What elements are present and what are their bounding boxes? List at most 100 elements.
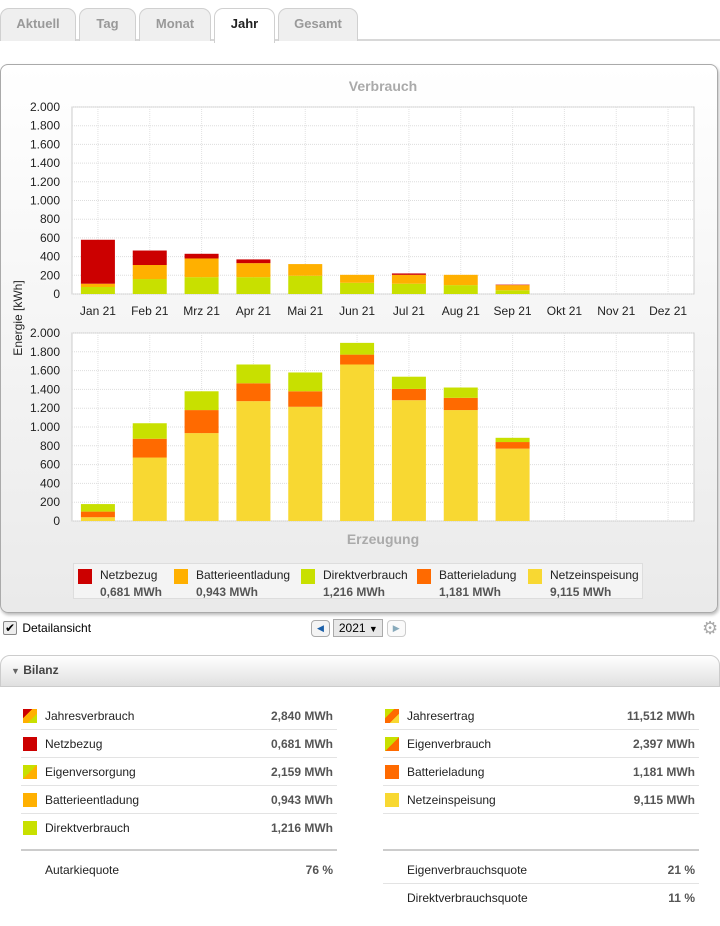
bar-batterieentladung (340, 274, 375, 283)
tab-aktuell[interactable]: Aktuell (0, 8, 76, 41)
row-value: 2,840 MWh (270, 709, 333, 723)
bar-direktverbrauch (495, 437, 530, 443)
year-selector: ◀ 2021 ▼ ▶ (311, 619, 406, 637)
color-swatch-icon (23, 709, 37, 723)
detail-view-toggle[interactable]: ✔ Detailansicht (3, 620, 91, 635)
y-tick-label: 1.000 (30, 420, 60, 434)
tab-bar: Aktuell Tag Monat Jahr Gesamt (0, 8, 720, 43)
next-year-button[interactable]: ▶ (386, 619, 406, 637)
bar-direktverbrauch (132, 279, 167, 294)
row-value: 1,181 MWh (632, 765, 695, 779)
quota-value: 11 % (668, 891, 695, 905)
y-tick-label: 1.600 (30, 364, 60, 378)
bar-netzeinspeisung (288, 406, 323, 521)
y-tick-label: 200 (40, 495, 60, 509)
year-value: 2021 (338, 621, 366, 635)
y-tick-label: 2.000 (30, 100, 60, 114)
detail-label: Detailansicht (22, 620, 92, 635)
y-tick-label: 1.200 (30, 175, 60, 189)
x-tick-label: Dez 21 (649, 304, 687, 318)
legend-value: 0,681 MWh (100, 585, 163, 599)
y-tick-label: 1.800 (30, 345, 60, 359)
bar-direktverbrauch (391, 283, 426, 294)
bar-netzeinspeisung (391, 400, 426, 521)
x-tick-label: Sep 21 (494, 304, 532, 318)
y-tick-label: 1.200 (30, 401, 60, 415)
y-tick-label: 600 (40, 458, 60, 472)
x-tick-label: Feb 21 (131, 304, 169, 318)
x-tick-label: Jan 21 (80, 304, 116, 318)
checkbox[interactable]: ✔ (3, 620, 17, 635)
legend-value: 9,115 MWh (550, 585, 612, 599)
settings-gear-icon[interactable]: ⚙ (702, 618, 719, 638)
row-value: 0,943 MWh (270, 793, 333, 807)
quota-row: Autarkiequote 76 % (21, 856, 337, 884)
bilanz-row: Jahresertrag 11,512 MWh (383, 702, 699, 730)
bar-batterieladung (80, 511, 115, 518)
x-tick-label: Aug 21 (442, 304, 480, 318)
bar-direktverbrauch (495, 290, 530, 294)
y-tick-label: 1.400 (30, 382, 60, 396)
color-swatch-icon (23, 737, 37, 751)
bar-netzbezug (184, 253, 219, 259)
row-label: Eigenversorgung (45, 765, 136, 779)
legend-value: 1,181 MWh (439, 585, 502, 599)
bar-batterieladung (288, 391, 323, 407)
bar-netzeinspeisung (340, 364, 375, 521)
bar-direktverbrauch (184, 277, 219, 294)
bar-netzeinspeisung (184, 433, 219, 521)
x-tick-label: Mrz 21 (183, 304, 220, 318)
bar-direktverbrauch (443, 285, 478, 294)
bar-netzeinspeisung (443, 410, 478, 521)
color-swatch-icon (23, 765, 37, 779)
tab-tag[interactable]: Tag (79, 8, 136, 41)
chart-title: Verbrauch (349, 78, 417, 94)
x-tick-label: Apr 21 (236, 304, 272, 318)
swatch (78, 569, 92, 584)
tab-monat[interactable]: Monat (139, 8, 211, 41)
x-tick-label: Jul 21 (393, 304, 425, 318)
x-tick-label: Jun 21 (339, 304, 375, 318)
prev-year-button[interactable]: ◀ (311, 619, 330, 637)
bar-direktverbrauch (288, 372, 323, 392)
quota-label: Direktverbrauchsquote (407, 891, 528, 905)
bilanz-row: Eigenversorgung 2,159 MWh (21, 758, 337, 786)
tab-gesamt[interactable]: Gesamt (278, 8, 358, 41)
tab-jahr[interactable]: Jahr (214, 8, 275, 43)
y-tick-label: 400 (40, 250, 60, 264)
y-tick-label: 1.600 (30, 137, 60, 151)
legend-value: 1,216 MWh (323, 585, 386, 599)
bar-netzeinspeisung (495, 448, 530, 521)
color-swatch-icon (385, 737, 399, 751)
bilanz-header[interactable]: ▼ Bilanz (0, 655, 720, 687)
bar-netzbezug (236, 259, 271, 264)
bar-direktverbrauch (288, 275, 323, 294)
quota-row: Eigenverbrauchsquote 21 % (383, 856, 699, 884)
color-swatch-icon (385, 709, 399, 723)
bar-batterieladung (495, 442, 530, 449)
bar-batterieentladung (236, 263, 271, 278)
bar-batterieladung (340, 354, 375, 365)
bar-direktverbrauch (80, 286, 115, 294)
bar-batterieladung (236, 383, 271, 402)
row-label: Batterieladung (407, 765, 485, 779)
bar-batterieentladung (80, 283, 115, 287)
color-swatch-icon (23, 821, 37, 835)
bar-direktverbrauch (236, 364, 271, 384)
row-label: Jahresverbrauch (45, 709, 135, 723)
chart-legend: Netzbezug 0,681 MWh Batterieentladung 0,94… (73, 563, 643, 599)
bar-direktverbrauch (391, 376, 426, 389)
energy-charts: 0 200 400 600 800 1.000 1.200 1.400 1.600 1.800 2.… (11, 78, 695, 547)
y-tick-label: 600 (40, 231, 60, 245)
x-tick-label: Mai 21 (287, 304, 323, 318)
quota-label: Eigenverbrauchsquote (407, 863, 528, 877)
x-tick-label: Nov 21 (597, 304, 635, 318)
quota-row: Direktverbrauchsquote 11 % (383, 884, 699, 912)
year-dropdown[interactable]: 2021 ▼ (333, 619, 384, 637)
legend-value: 0,943 MWh (196, 585, 259, 599)
legend-label: Batterieladung (439, 568, 517, 582)
color-swatch-icon (385, 793, 399, 807)
y-tick-label: 1.400 (30, 156, 60, 170)
bar-batterieentladung (288, 264, 323, 276)
row-value: 11,512 MWh (626, 709, 695, 723)
